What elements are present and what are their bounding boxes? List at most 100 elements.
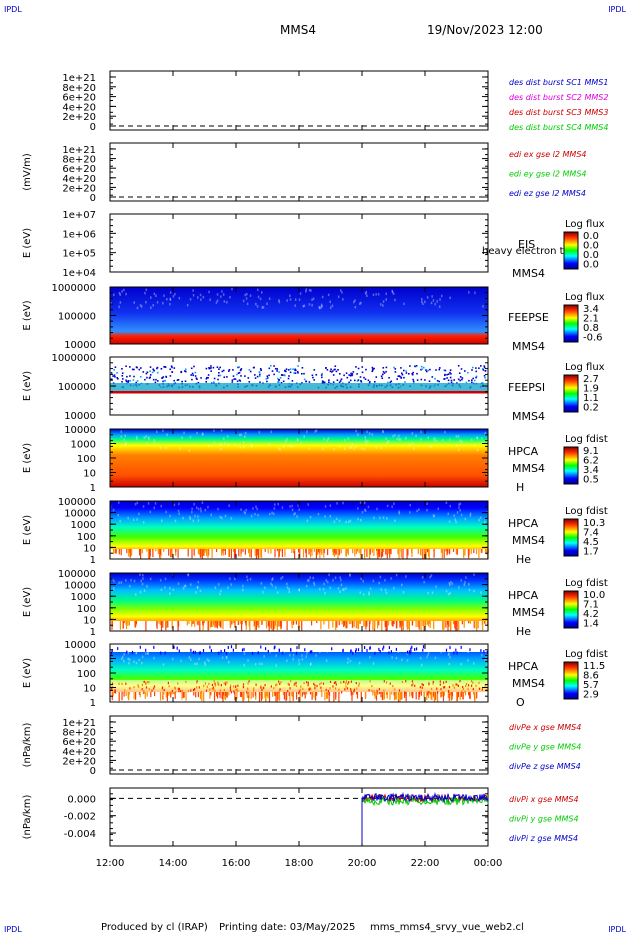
hpca_o-speckle [260, 692, 262, 701]
hpca_he2-speckle [231, 621, 233, 625]
hpca_he2-speckle [140, 579, 142, 583]
hpca_o-speckle [273, 687, 275, 690]
hpca_o-speckle [299, 692, 301, 702]
hpca_o-speckle [391, 656, 393, 659]
hpca_h-speckle [327, 437, 330, 440]
hpca_he2-speckle [191, 621, 193, 627]
hpca_o-speckle [381, 692, 383, 701]
hpca_o-speckle [411, 684, 413, 687]
feepsi-speckle [383, 372, 386, 374]
hpca_he2-speckle [372, 579, 375, 583]
hpca_o-speckle [139, 645, 141, 649]
feepsi-speckle [387, 381, 389, 384]
hpca_he2-speckle [286, 582, 288, 586]
hpca_o-speckle [353, 690, 355, 693]
hpca_o-speckle [473, 662, 475, 665]
hpca_o-speckle [260, 686, 262, 689]
hpca_he-speckle [342, 501, 344, 505]
feepsi-speckle [131, 368, 134, 371]
hpca_he2-speckle [129, 584, 131, 588]
hpca_o-speckle [478, 687, 481, 690]
hpca_he-speckle [317, 512, 320, 516]
feepsi-speckle [136, 380, 139, 382]
hpca_he2-speckle [182, 587, 185, 590]
feepsi-speckle [453, 379, 455, 381]
hpca_o-speckle [443, 681, 445, 684]
hpca_o-speckle [292, 654, 295, 657]
hpca_o-speckle [180, 659, 182, 663]
eis-overlay-text: heavy electron to [482, 246, 570, 257]
feepsi-speckle [113, 374, 116, 376]
hpca_o-speckle [411, 692, 413, 696]
feepsi-speckle [237, 366, 239, 369]
feepse-speckle [186, 303, 189, 307]
hpca_he2-speckle [468, 621, 470, 624]
hpca_o-speckle [278, 692, 281, 701]
hpca_o-speckle [258, 692, 261, 702]
hpca_he-speckle [232, 549, 235, 552]
hpca_he2-speckle [254, 621, 256, 631]
footer-script-name: mms_mms4_srvy_vue_web2.cl [370, 922, 524, 933]
hpca_he2-speckle [422, 621, 424, 626]
hpca_he-speckle [455, 520, 457, 524]
hpca_o-speckle [230, 691, 233, 694]
hpca_o-speckle [391, 692, 393, 695]
hpca_he-speckle [197, 549, 199, 554]
hpca_o-speckle [460, 692, 462, 697]
hpca_o-speckle [328, 692, 331, 696]
feepsi-speckle [191, 378, 193, 381]
feepse-speckle [189, 298, 192, 301]
feepsi-speckle [352, 371, 355, 373]
feepsi-speckle [457, 365, 460, 367]
hpca_o-speckle [293, 683, 295, 686]
hpca_h-speckle [124, 443, 127, 447]
hpca_o-speckle [415, 692, 417, 700]
hpca_o-speckle [255, 692, 257, 700]
feepsi-speckle [193, 365, 195, 368]
hpca_o-speckle [235, 689, 237, 692]
feepsi-speckle [449, 371, 451, 374]
hpca_he-speckle [320, 549, 322, 552]
hpca_he2-speckle [417, 621, 419, 628]
feepse-speckle [145, 300, 147, 304]
feepsi-speckle [210, 365, 212, 367]
divpe-legend-entry: divPe x gse MMS4 [509, 723, 581, 732]
hpca_o-speckle [273, 646, 275, 650]
hpca_o-speckle [178, 687, 180, 690]
feepsi-speckle [337, 369, 339, 371]
hpca_he-speckle [299, 549, 301, 558]
hpca_o-speckle [308, 688, 310, 691]
hpca_o-speckle [216, 692, 218, 697]
hpca_h-speckle [213, 429, 215, 432]
hpca_o-speckle [178, 649, 180, 653]
hpca_o-speckle [121, 682, 123, 685]
hpca_o-speckle [397, 692, 399, 700]
hpca_he2-speckle [349, 573, 351, 576]
feepse-speckle [172, 295, 175, 298]
feepsi-speckle [412, 380, 415, 383]
feepse-speckle [216, 299, 219, 302]
hpca_o-speckle [118, 692, 120, 702]
feepse-speckle [261, 291, 263, 294]
hpca_he-speckle [397, 549, 399, 555]
feepse-speckle [197, 296, 199, 299]
hpca_o-ytick-label: 100 [77, 669, 96, 680]
hpca_o-speckle [313, 682, 315, 685]
hpca_o-speckle [270, 685, 272, 688]
hpca_he-speckle [318, 549, 320, 553]
hpca_o-speckle [230, 684, 232, 687]
feepsi-speckle [234, 378, 237, 380]
feepsi-speckle [126, 375, 128, 378]
feepsi-speckle [206, 376, 208, 379]
hpca_he2-speckle [425, 621, 427, 627]
feepsi-speckle [443, 369, 445, 372]
hpca_o-speckle [307, 681, 309, 684]
feepsi-speckle [248, 369, 251, 371]
hpca_he-speckle [233, 549, 236, 559]
hpca_he-speckle [160, 504, 162, 508]
hpca_o-speckle [124, 689, 126, 692]
hpca_o-speckle [316, 692, 318, 696]
hpca_he-speckle [228, 504, 230, 507]
hpca_he2-speckle [280, 621, 282, 629]
